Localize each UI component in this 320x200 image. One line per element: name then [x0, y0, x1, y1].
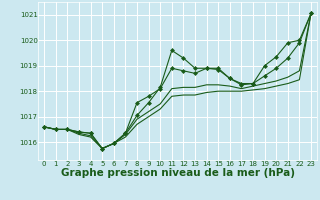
X-axis label: Graphe pression niveau de la mer (hPa): Graphe pression niveau de la mer (hPa) [60, 168, 295, 178]
